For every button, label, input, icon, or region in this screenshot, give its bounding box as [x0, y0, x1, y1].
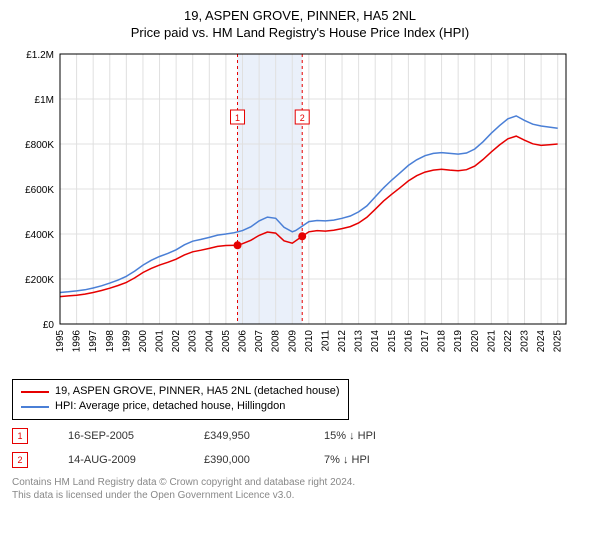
sales-table: 1 16-SEP-2005 £349,950 15% ↓ HPI 2 14-AUG-200… [12, 428, 588, 468]
svg-text:2002: 2002 [171, 330, 182, 353]
chart-title: 19, ASPEN GROVE, PINNER, HA5 2NL [12, 8, 588, 23]
svg-text:2012: 2012 [337, 330, 348, 353]
svg-text:1996: 1996 [72, 330, 83, 353]
svg-text:2021: 2021 [486, 330, 497, 353]
svg-text:2004: 2004 [204, 330, 215, 353]
svg-text:2010: 2010 [304, 330, 315, 353]
svg-text:2023: 2023 [520, 330, 531, 353]
svg-text:£1.2M: £1.2M [26, 50, 54, 61]
svg-text:1995: 1995 [55, 330, 66, 353]
sale-date: 16-SEP-2005 [68, 430, 164, 442]
svg-text:2018: 2018 [437, 330, 448, 353]
svg-text:2006: 2006 [237, 330, 248, 353]
svg-text:2024: 2024 [536, 330, 547, 353]
svg-text:2: 2 [300, 113, 305, 123]
svg-text:2000: 2000 [138, 330, 149, 353]
svg-text:2020: 2020 [470, 330, 481, 353]
svg-text:2025: 2025 [553, 330, 564, 353]
svg-text:2003: 2003 [188, 330, 199, 353]
attribution-line1: Contains HM Land Registry data © Crown c… [12, 476, 588, 489]
sale-price: £390,000 [204, 454, 284, 466]
legend-label: 19, ASPEN GROVE, PINNER, HA5 2NL (detach… [55, 384, 340, 399]
sale-hpi-delta: 7% ↓ HPI [324, 454, 370, 466]
chart-container: 19, ASPEN GROVE, PINNER, HA5 2NL Price p… [0, 0, 600, 506]
chart-subtitle: Price paid vs. HM Land Registry's House … [12, 25, 588, 40]
legend-swatch [21, 391, 49, 393]
legend-item: 19, ASPEN GROVE, PINNER, HA5 2NL (detach… [21, 384, 340, 399]
attribution-line2: This data is licensed under the Open Gov… [12, 489, 588, 502]
svg-text:£400K: £400K [25, 230, 54, 241]
chart-area: £0 £200K £400K £600K £800K £1M £1.2M 1995 1996 19… [12, 48, 588, 373]
svg-text:£1M: £1M [35, 95, 54, 106]
sale-marker-icon: 1 [12, 428, 28, 444]
legend: 19, ASPEN GROVE, PINNER, HA5 2NL (detach… [12, 379, 349, 420]
svg-text:1997: 1997 [88, 330, 99, 353]
svg-text:1998: 1998 [105, 330, 116, 353]
svg-text:£600K: £600K [25, 185, 54, 196]
svg-text:2016: 2016 [403, 330, 414, 353]
svg-text:2011: 2011 [320, 330, 331, 352]
svg-text:2009: 2009 [287, 330, 298, 353]
sale-row: 1 16-SEP-2005 £349,950 15% ↓ HPI [12, 428, 588, 444]
svg-text:2014: 2014 [370, 330, 381, 353]
svg-text:£200K: £200K [25, 275, 54, 286]
svg-text:2017: 2017 [420, 330, 431, 353]
svg-text:2001: 2001 [155, 330, 166, 353]
sale-date: 14-AUG-2009 [68, 454, 164, 466]
sale-row: 2 14-AUG-2009 £390,000 7% ↓ HPI [12, 452, 588, 468]
svg-text:2005: 2005 [221, 330, 232, 353]
legend-label: HPI: Average price, detached house, Hill… [55, 399, 285, 414]
line-chart-svg: £0 £200K £400K £600K £800K £1M £1.2M 1995 1996 19… [12, 48, 572, 368]
svg-text:2013: 2013 [354, 330, 365, 353]
svg-text:2008: 2008 [271, 330, 282, 353]
svg-text:£0: £0 [43, 320, 55, 331]
svg-text:2019: 2019 [453, 330, 464, 353]
attribution: Contains HM Land Registry data © Crown c… [12, 476, 588, 502]
svg-text:2007: 2007 [254, 330, 265, 353]
sale-marker-icon: 2 [12, 452, 28, 468]
svg-text:2015: 2015 [387, 330, 398, 353]
svg-text:1999: 1999 [121, 330, 132, 353]
sale-hpi-delta: 15% ↓ HPI [324, 430, 376, 442]
legend-swatch [21, 406, 49, 408]
svg-text:1: 1 [235, 113, 240, 123]
svg-text:2022: 2022 [503, 330, 514, 353]
svg-text:£800K: £800K [25, 140, 54, 151]
sale-price: £349,950 [204, 430, 284, 442]
legend-item: HPI: Average price, detached house, Hill… [21, 399, 340, 414]
